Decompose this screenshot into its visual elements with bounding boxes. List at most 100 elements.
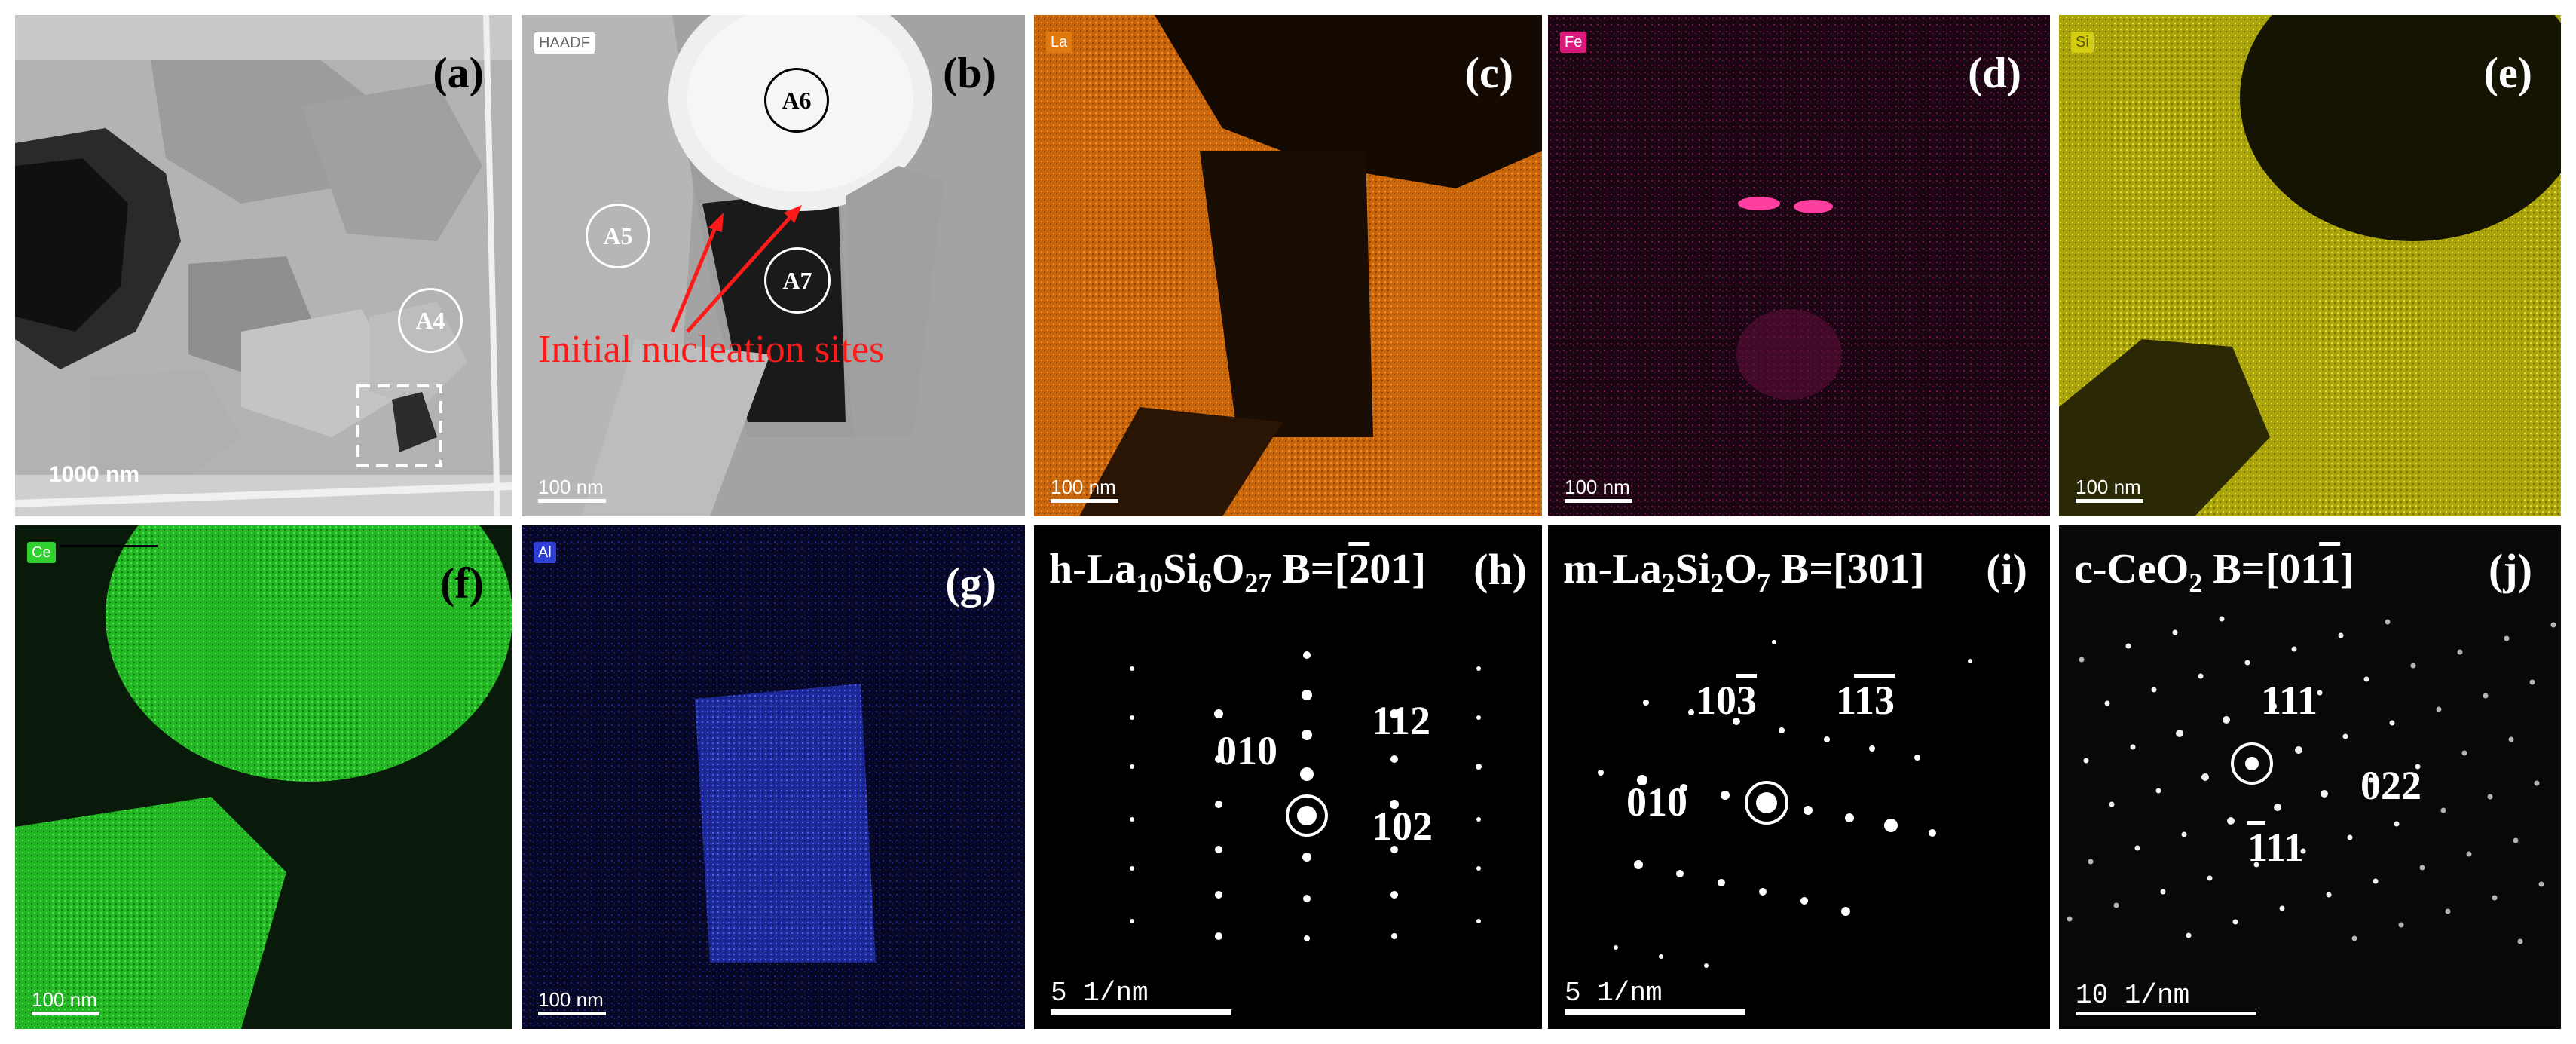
scale-bar-b: 100 nm	[538, 477, 606, 503]
diffraction-spot	[2338, 632, 2344, 638]
region-a6-marker: A6	[764, 68, 829, 133]
diffraction-spot	[2389, 720, 2395, 726]
diffraction-spot	[2419, 865, 2425, 871]
diffraction-spot	[2181, 831, 2187, 837]
diffraction-spot	[2291, 646, 2297, 652]
sem-grain-structure	[15, 15, 512, 516]
diffraction-pattern-i	[1598, 640, 1972, 968]
index-1bar11-j: 111	[2247, 825, 2305, 870]
scale-bar-d: 100 nm	[1565, 477, 1632, 503]
la-tag: La	[1046, 32, 1072, 53]
diffraction-spot	[2385, 619, 2391, 625]
panel-f-ce-map: Ce (f) 100 nm	[15, 525, 512, 1029]
panel-label-b: (b)	[943, 48, 996, 97]
diffraction-spot	[2269, 703, 2277, 710]
diffraction-spot	[2079, 657, 2085, 663]
diffraction-spot	[2440, 807, 2446, 813]
panel-g-al-map: Al (g) 100 nm	[522, 525, 1025, 1029]
diffraction-spot	[2186, 932, 2192, 938]
diffraction-spot	[2373, 878, 2379, 884]
panel-label-c: (c)	[1464, 48, 1513, 97]
diffraction-spot	[2398, 922, 2404, 928]
diffraction-spot	[2347, 834, 2353, 840]
panel-h-saed: h-La10Si6O27 B=[201] (h) 010 112 102 5 1…	[1034, 525, 1542, 1029]
diffraction-spot	[2410, 663, 2416, 669]
diffraction-spot	[2538, 881, 2544, 887]
diffraction-spot	[2244, 660, 2250, 666]
diffraction-spot	[2104, 700, 2110, 706]
diffraction-spot	[2368, 777, 2374, 783]
diffraction-spot	[2113, 902, 2119, 908]
panel-label-h: (h)	[1473, 545, 1527, 594]
phase-title-h: h-La10Si6O27 B=[201]	[1049, 546, 1426, 599]
diffraction-spot	[2155, 788, 2161, 794]
diffraction-spot	[2067, 916, 2073, 922]
diffraction-spot	[2109, 801, 2115, 807]
index-010-h: 010	[1216, 728, 1277, 773]
diffraction-spot	[2160, 889, 2166, 895]
panel-i-saed: m-La2Si2O7 B=[301] (i) 103 113 010 5 1/n…	[1548, 525, 2050, 1029]
diffraction-spot	[2201, 773, 2209, 781]
phase-title-j: c-CeO2 B=[011]	[2074, 546, 2354, 599]
diffraction-spot	[2517, 938, 2523, 944]
diffraction-spot	[2232, 919, 2238, 925]
panel-a-sem-image: A4 (a) 1000 nm	[15, 15, 512, 516]
panel-label-d: (d)	[1968, 48, 2021, 97]
diffraction-spot	[2550, 622, 2556, 628]
si-distribution	[2059, 15, 2561, 516]
diffraction-spot	[2279, 905, 2285, 911]
diffraction-spot	[2223, 716, 2230, 724]
diffraction-spot	[2227, 817, 2235, 825]
diffraction-spot	[2274, 804, 2281, 811]
diffraction-pattern-h	[1130, 651, 1482, 941]
index-1-1bar3bar-i: 113	[1836, 678, 1895, 723]
diffraction-spot	[2466, 851, 2472, 857]
panel-label-a: (a)	[433, 48, 484, 97]
fe-tag: Fe	[1560, 32, 1587, 53]
scale-bar-j: 10 1/nm	[2076, 982, 2256, 1015]
scale-bar-e: 100 nm	[2076, 477, 2143, 503]
diffraction-spot	[2198, 673, 2204, 679]
diffraction-spot	[2492, 895, 2498, 901]
diffraction-spot	[2219, 616, 2225, 622]
diffraction-spot	[2253, 862, 2259, 868]
diffraction-spot	[2295, 746, 2302, 754]
diffraction-spot	[2508, 736, 2514, 742]
diffraction-spot	[2445, 908, 2451, 914]
region-a5-marker: A5	[586, 204, 650, 268]
region-a7-marker: A7	[764, 247, 831, 314]
index-022-j: 022	[2360, 763, 2422, 808]
scale-bar-h: 5 1/nm	[1051, 980, 1231, 1015]
diffraction-spot	[2317, 690, 2323, 696]
panel-j-saed: c-CeO2 B=[011] (j) 111 022 111 10 1/nm	[2059, 525, 2561, 1029]
diffraction-spot	[2461, 750, 2467, 756]
al-tag: Al	[534, 542, 556, 563]
index-010-i: 010	[1626, 779, 1687, 825]
panel-label-e: (e)	[2483, 48, 2532, 97]
diffraction-spot	[2342, 733, 2348, 739]
diffraction-spot	[2134, 845, 2140, 851]
diffraction-spot	[2351, 935, 2357, 941]
diffraction-spot	[2487, 794, 2493, 800]
haadf-tag: HAADF	[534, 32, 595, 54]
panel-c-la-map: La (c) 100 nm	[1034, 15, 1542, 516]
diffraction-spot	[2436, 706, 2442, 712]
diffraction-spot	[2207, 875, 2213, 881]
diffraction-spot	[2130, 744, 2136, 750]
panel-label-f: (f)	[440, 559, 484, 608]
diffraction-spot	[2529, 679, 2535, 685]
index-10-3bar-i: 103	[1696, 678, 1757, 723]
si-tag: Si	[2071, 32, 2094, 53]
panel-b-haadf-image: HAADF A6 A5 A7 Initial nucleation sites …	[522, 15, 1025, 516]
panel-label-i: (i)	[1986, 545, 2027, 594]
diffraction-spot	[2363, 676, 2369, 682]
index-112-h: 112	[1372, 698, 1431, 743]
nucleation-annotation: Initial nucleation sites	[538, 328, 885, 371]
diffraction-spot	[2457, 649, 2463, 655]
ce-distribution	[15, 525, 512, 1029]
nucleation-arrows	[670, 205, 802, 333]
diffraction-spot	[2415, 764, 2421, 770]
diffraction-spot	[2394, 821, 2400, 827]
panel-label-j: (j)	[2489, 545, 2532, 594]
diffraction-spot	[2125, 643, 2131, 649]
